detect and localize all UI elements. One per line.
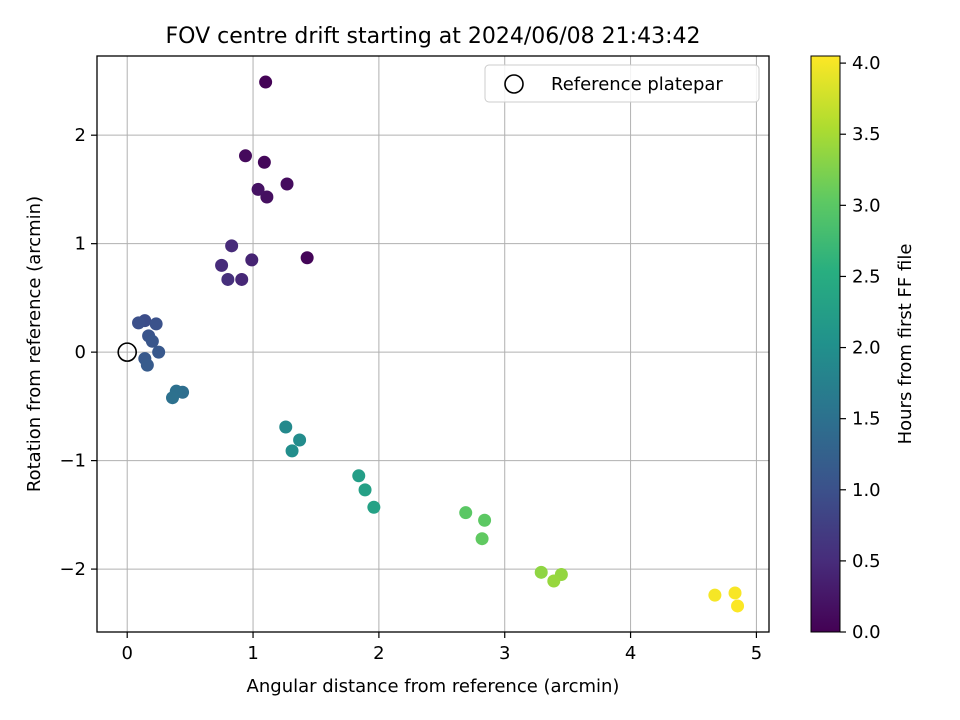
data-point [251, 182, 265, 196]
x-tick-label: 2 [373, 643, 384, 664]
data-point [259, 75, 273, 89]
data-point [731, 599, 745, 613]
colorbar-tick-label: 0.0 [852, 622, 881, 643]
x-tick-label: 0 [121, 643, 132, 664]
colorbar-label: Hours from first FF file [895, 244, 916, 445]
data-point [235, 272, 249, 286]
legend-reference-label: Reference platepar [551, 74, 723, 95]
reference-platepar-marker [117, 342, 138, 362]
data-point [352, 469, 366, 483]
colorbar-tick-label: 0.5 [852, 551, 881, 572]
x-tick-label: 5 [751, 643, 762, 664]
y-tick-label: −1 [59, 451, 86, 472]
y-tick-label: 1 [75, 234, 86, 255]
colorbar-ticks: 0.0 0.5 1.0 1.5 2.0 2.5 3.0 3.5 4.0 [840, 53, 881, 643]
data-point [280, 177, 294, 191]
data-point [475, 532, 489, 546]
grid-lines [97, 56, 769, 632]
y-tick-label: 0 [75, 342, 86, 363]
y-axis-label: Rotation from reference (arcmin) [24, 196, 45, 492]
data-point [534, 565, 548, 579]
colorbar-tick-label: 2.0 [852, 338, 881, 359]
data-point [285, 444, 299, 458]
colorbar-tick-label: 4.0 [852, 53, 881, 74]
colorbar-tick-label: 1.5 [852, 409, 881, 430]
y-axis-ticks: −2 −1 0 1 2 [59, 125, 97, 580]
x-axis-ticks: 0 1 2 3 4 5 [121, 632, 762, 664]
data-point [245, 253, 259, 267]
data-point [708, 588, 722, 602]
colorbar-tick-label: 2.5 [852, 266, 881, 287]
data-point [221, 272, 235, 286]
legend-reference-marker [504, 74, 524, 94]
legend-box [484, 64, 760, 103]
legend: Reference platepar [484, 64, 760, 103]
colorbar-tick-label: 3.0 [852, 195, 881, 216]
data-point [293, 433, 307, 447]
data-point [728, 586, 742, 600]
data-point [478, 513, 492, 527]
data-point [140, 358, 154, 372]
data-point [547, 574, 561, 588]
plot-frame [96, 55, 770, 633]
y-tick-label: −2 [59, 559, 86, 580]
colorbar-tick-label: 3.5 [852, 124, 881, 145]
chart-title: FOV centre drift starting at 2024/06/08 … [166, 24, 701, 49]
data-point [145, 334, 159, 348]
colorbar-tick-label: 1.0 [852, 480, 881, 501]
data-point [459, 506, 473, 520]
x-tick-label: 3 [499, 643, 510, 664]
data-point [215, 258, 229, 272]
data-point [238, 149, 252, 163]
data-point [149, 317, 163, 331]
data-point [260, 190, 274, 204]
data-point [166, 391, 180, 405]
data-point [152, 345, 166, 359]
data-point [279, 420, 293, 434]
data-point [300, 251, 314, 265]
data-point [358, 483, 372, 497]
y-tick-label: 2 [75, 125, 86, 146]
x-tick-label: 1 [247, 643, 258, 664]
data-point [257, 155, 271, 169]
data-point [367, 500, 381, 514]
x-tick-label: 4 [625, 643, 636, 664]
data-points [132, 75, 745, 613]
x-axis-label: Angular distance from reference (arcmin) [247, 676, 620, 697]
colorbar [810, 55, 841, 633]
data-point [132, 316, 146, 330]
data-point [225, 239, 239, 253]
